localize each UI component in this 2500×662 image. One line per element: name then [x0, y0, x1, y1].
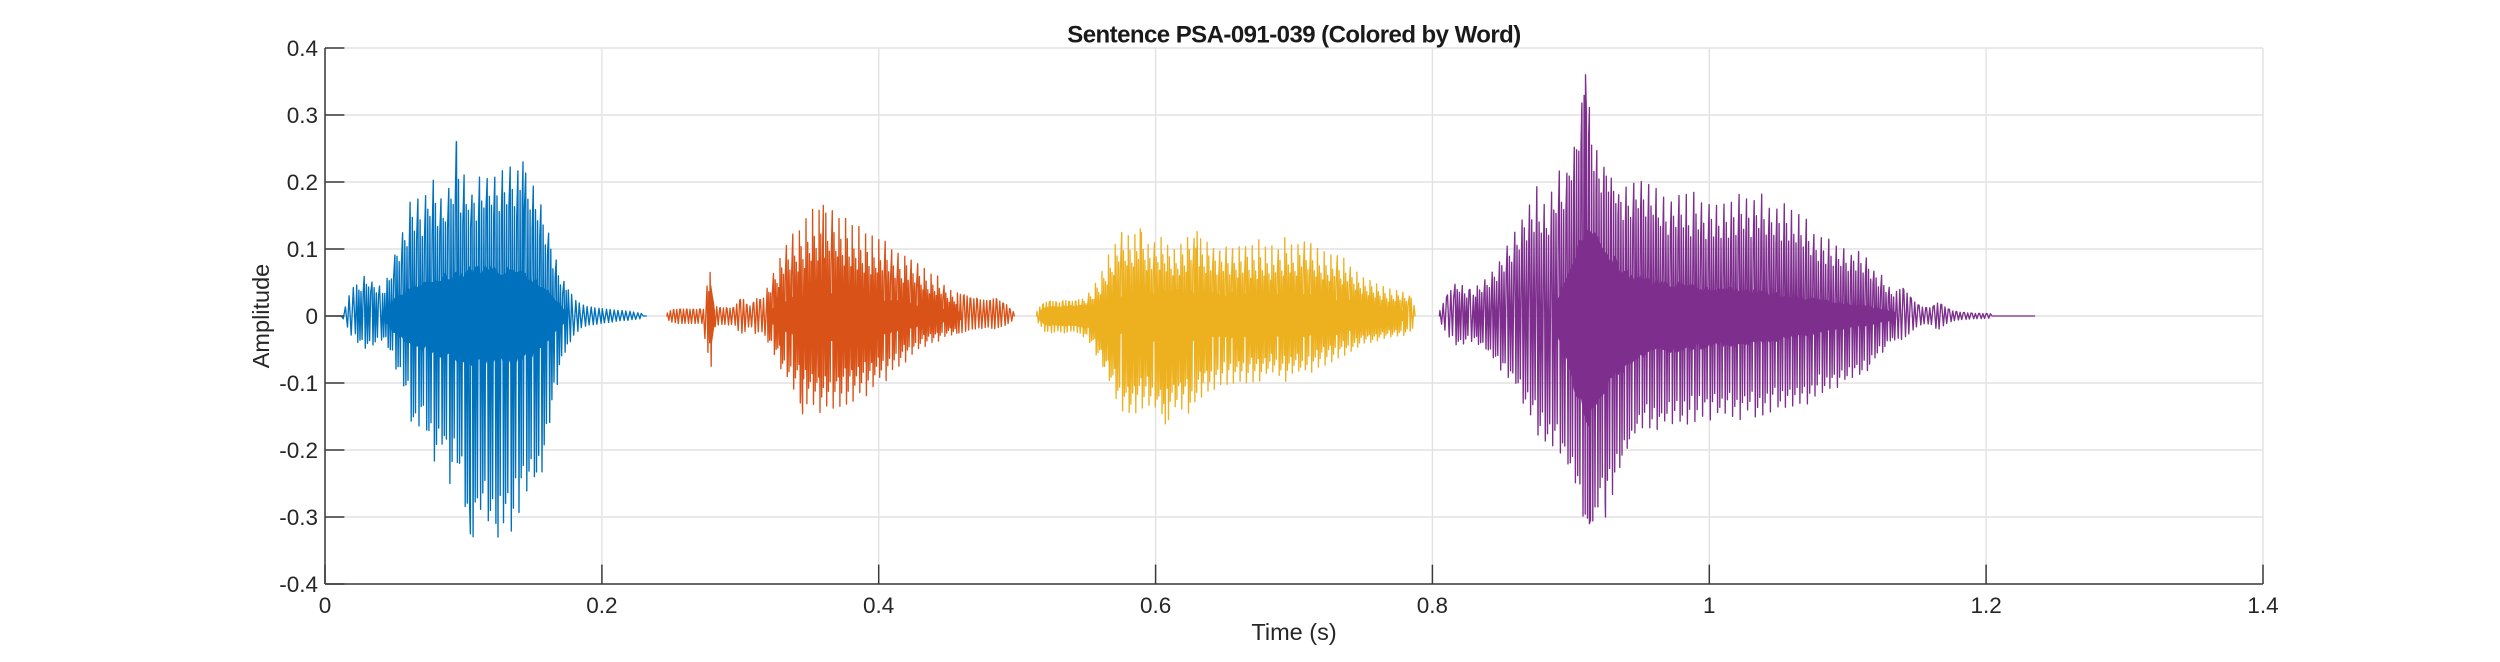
svg-text:0.3: 0.3 — [287, 103, 318, 128]
svg-text:0.2: 0.2 — [586, 593, 617, 618]
svg-text:0.4: 0.4 — [863, 593, 894, 618]
svg-text:0: 0 — [319, 593, 332, 618]
svg-text:Time (s): Time (s) — [1251, 619, 1336, 645]
svg-text:-0.3: -0.3 — [279, 505, 318, 530]
svg-text:0.4: 0.4 — [287, 36, 318, 61]
svg-text:1: 1 — [1703, 593, 1716, 618]
svg-text:0.6: 0.6 — [1140, 593, 1171, 618]
svg-text:-0.2: -0.2 — [279, 438, 318, 463]
svg-text:0.8: 0.8 — [1417, 593, 1448, 618]
svg-text:0: 0 — [305, 304, 318, 329]
svg-text:Sentence PSA-091-039 (Colored: Sentence PSA-091-039 (Colored by Word) — [1067, 22, 1520, 49]
svg-text:1.4: 1.4 — [2247, 593, 2278, 618]
svg-text:0.1: 0.1 — [287, 237, 318, 262]
svg-text:-0.1: -0.1 — [279, 371, 318, 396]
svg-text:Amplitude: Amplitude — [248, 264, 274, 369]
svg-text:1.2: 1.2 — [1970, 593, 2001, 618]
svg-text:-0.4: -0.4 — [279, 572, 318, 597]
svg-text:0.2: 0.2 — [287, 170, 318, 195]
